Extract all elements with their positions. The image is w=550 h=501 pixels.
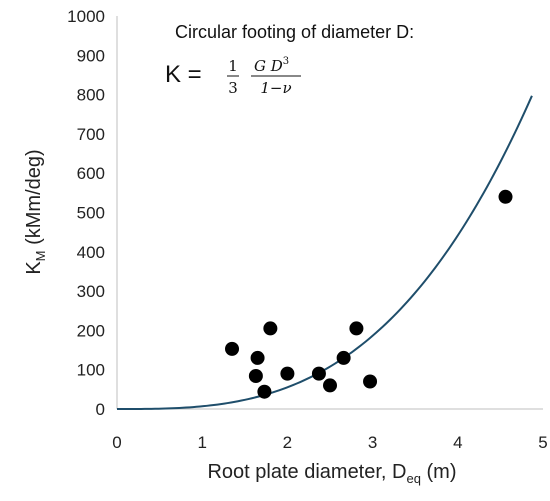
data-point xyxy=(336,350,351,365)
y-axis-label-unit: (kMm/deg) xyxy=(23,149,45,250)
y-tick-label: 0 xyxy=(96,400,105,419)
data-points xyxy=(225,189,513,399)
annotation-line1: Circular footing of diameter D: xyxy=(175,22,414,42)
y-tick-label: 1000 xyxy=(67,7,105,26)
x-tick-label: 0 xyxy=(112,433,121,452)
data-point xyxy=(263,321,278,336)
y-tick-label: 900 xyxy=(77,46,105,65)
y-tick-label: 800 xyxy=(77,86,105,105)
x-axis-label-sub: eq xyxy=(406,471,420,486)
fraction2-numerator-base: G D xyxy=(254,57,283,75)
x-tick-label: 4 xyxy=(453,433,462,452)
y-tick-label: 400 xyxy=(77,243,105,262)
data-point xyxy=(225,341,240,356)
data-point xyxy=(363,374,378,389)
fraction2-denominator: 1−ν xyxy=(260,79,291,97)
x-tick-label: 1 xyxy=(197,433,206,452)
data-point xyxy=(257,384,272,399)
y-axis-label-sub: M xyxy=(33,250,48,261)
data-point xyxy=(498,189,513,204)
y-tick-label: 300 xyxy=(77,282,105,301)
fraction2-numerator-exp: 3 xyxy=(283,56,289,67)
x-tick-label: 2 xyxy=(283,433,292,452)
axes xyxy=(116,16,543,410)
y-axis-label: KM (kMm/deg) xyxy=(23,149,48,274)
fraction2-numerator: G D3 xyxy=(254,56,289,75)
data-point xyxy=(323,378,337,393)
fraction1-numerator: 1 xyxy=(228,57,238,75)
y-axis-label-main: K xyxy=(23,261,45,275)
fraction1-denominator: 3 xyxy=(228,79,238,97)
formula-annotation: Circular footing of diameter D: K = 1 3 … xyxy=(165,22,414,97)
data-point xyxy=(250,350,265,365)
data-point xyxy=(349,321,364,336)
data-point xyxy=(311,366,326,381)
y-tick-label: 100 xyxy=(77,361,105,380)
x-axis-label-unit: (m) xyxy=(421,461,457,483)
x-tick-label: 3 xyxy=(368,433,377,452)
y-tick-label: 500 xyxy=(77,204,105,223)
x-axis-label-main: Root plate diameter, D xyxy=(207,461,406,483)
y-tick-label: 700 xyxy=(77,125,105,144)
tick-labels: 0 100 200 300 400 500 600 700 800 900 1000 0 1 2 3 4 5 xyxy=(67,7,548,452)
data-point xyxy=(280,366,295,381)
x-axis-label: Root plate diameter, Deq (m) xyxy=(207,461,456,486)
fit-curve xyxy=(117,95,533,410)
data-point xyxy=(248,368,263,383)
y-tick-label: 600 xyxy=(77,164,105,183)
formula-lhs: K = xyxy=(165,61,202,88)
x-tick-label: 5 xyxy=(538,433,547,452)
y-tick-label: 200 xyxy=(77,321,105,340)
